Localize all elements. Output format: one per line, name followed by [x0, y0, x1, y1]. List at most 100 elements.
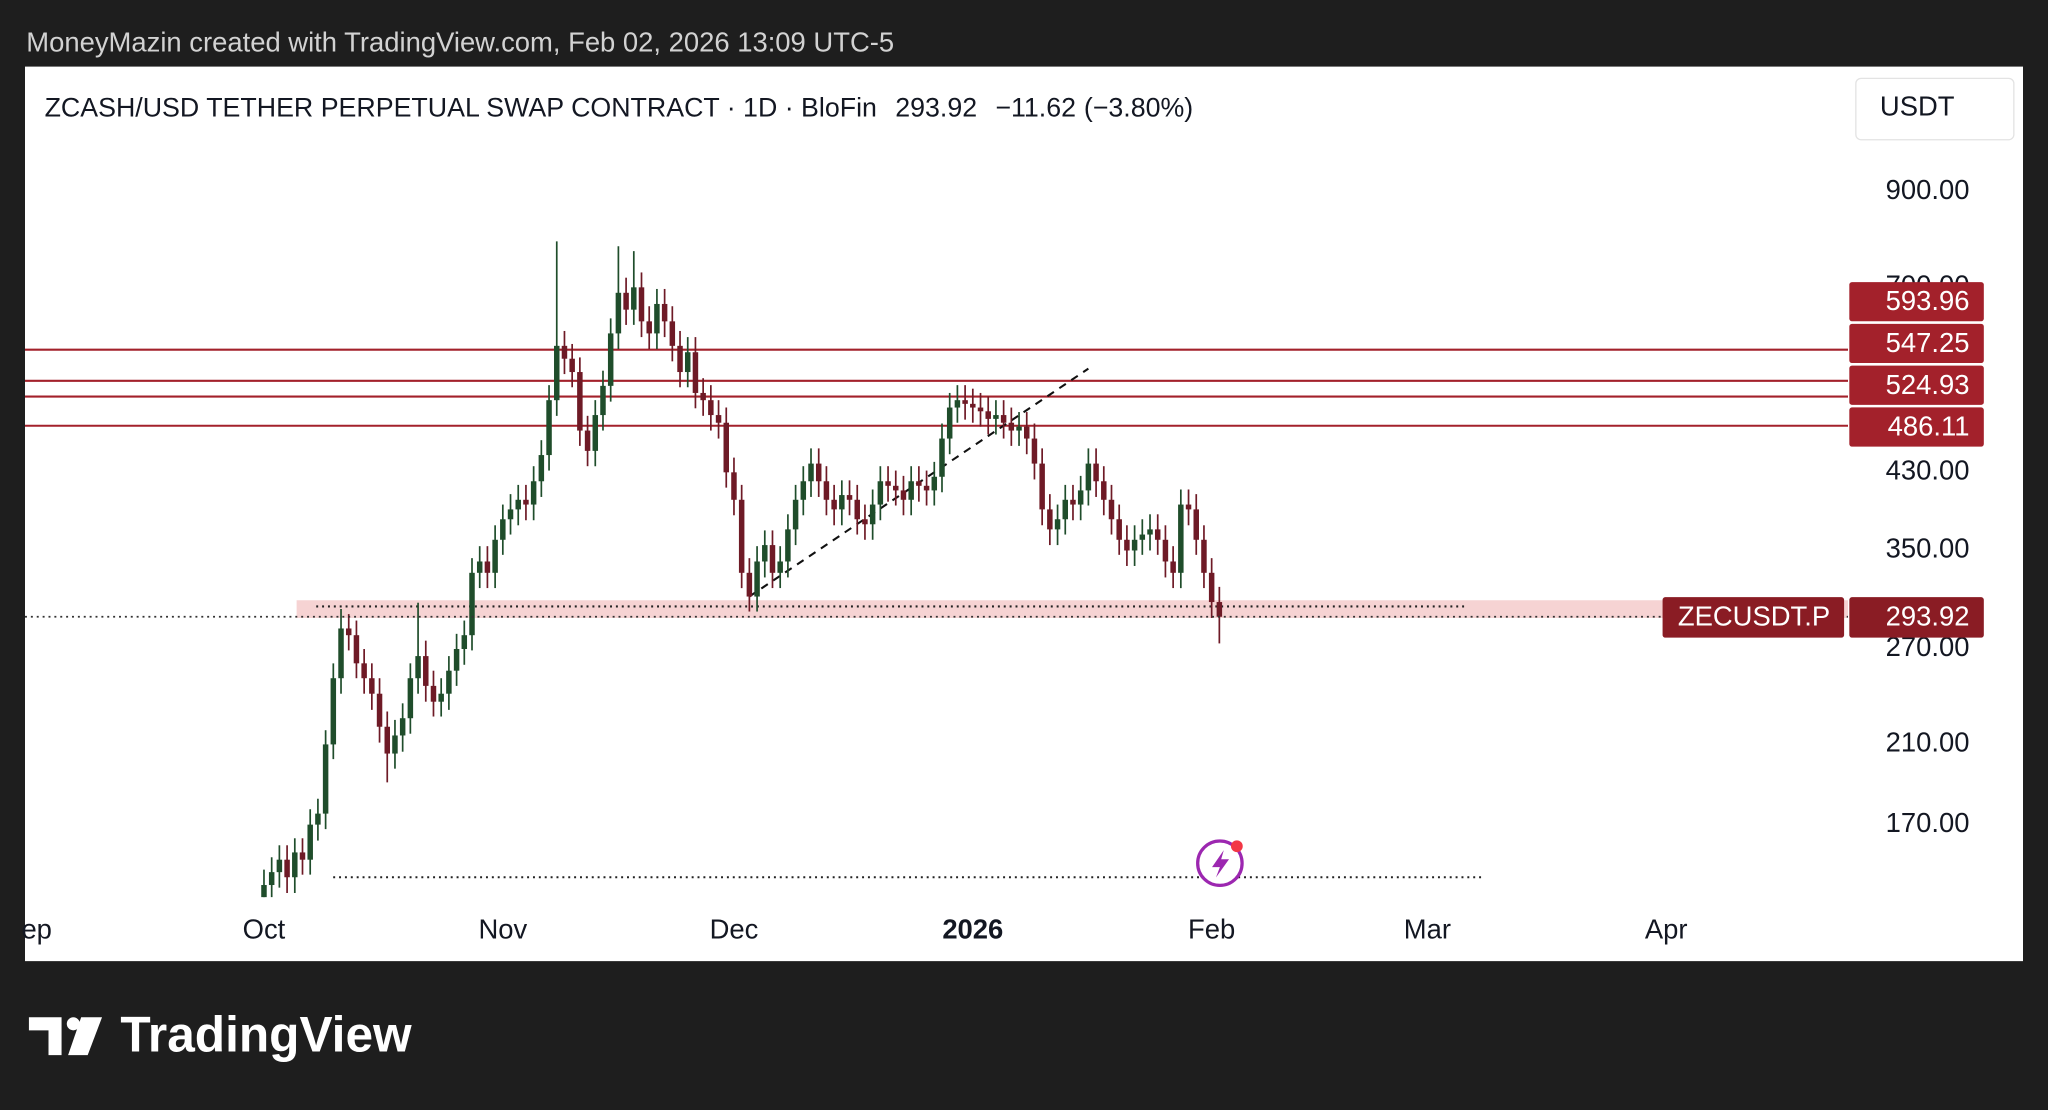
- candle-body: [970, 403, 976, 408]
- x-tick-label: Apr: [1645, 913, 1688, 944]
- candle-body: [1139, 534, 1146, 540]
- price-line-label: 486.11: [1888, 411, 1970, 442]
- candle-body: [1016, 426, 1022, 431]
- x-tick-label: Mar: [1404, 913, 1451, 944]
- candle-body: [600, 385, 606, 416]
- y-tick-label: 900.00: [1886, 174, 1970, 205]
- candle-body: [1077, 490, 1084, 505]
- candle-body: [738, 499, 745, 573]
- candle-body: [946, 407, 953, 439]
- price-axis: 900.00700.00430.00350.00270.00210.00170.…: [1662, 174, 1984, 838]
- candle-body: [530, 481, 537, 505]
- price-line-badge: [1849, 282, 1984, 322]
- candle-body: [330, 678, 337, 745]
- candle-body: [654, 303, 660, 334]
- candle-body: [500, 519, 506, 540]
- candle-body: [1085, 463, 1092, 491]
- candle-body: [623, 292, 629, 310]
- footer-brand: TradingView: [120, 1006, 412, 1062]
- y-tick-label: 350.00: [1886, 533, 1970, 564]
- plot: [24, 241, 1849, 898]
- candle-body: [815, 463, 822, 482]
- x-tick-label: Dec: [710, 913, 759, 944]
- last-price-label: 293.92: [1886, 600, 1970, 631]
- candle-body: [415, 656, 421, 679]
- price-line-label: 524.93: [1886, 369, 1970, 400]
- candle-body: [584, 430, 591, 451]
- candle-body: [507, 509, 514, 520]
- candle-body: [1031, 438, 1038, 464]
- candle-body: [1124, 539, 1130, 551]
- candle-body: [538, 455, 545, 482]
- candle-body: [708, 400, 714, 416]
- currency-button[interactable]: [1855, 77, 2015, 141]
- candle-body: [669, 321, 676, 346]
- x-tick-label: Oct: [243, 913, 286, 944]
- candle-body: [1054, 519, 1061, 530]
- candle-body: [476, 561, 483, 573]
- candle-body: [977, 407, 984, 412]
- candle-body: [939, 438, 945, 477]
- candle-body: [877, 481, 884, 505]
- candle-body: [469, 572, 475, 636]
- candle-body: [839, 495, 845, 510]
- candle-body: [831, 499, 837, 510]
- candle-body: [931, 476, 938, 491]
- candle-body: [638, 287, 645, 322]
- candle-body: [484, 561, 491, 573]
- candle-body: [284, 859, 290, 878]
- candle-body: [292, 852, 298, 878]
- alert-icon[interactable]: [1196, 839, 1244, 888]
- candle-body: [962, 400, 968, 404]
- support-zone: [296, 600, 1849, 618]
- candle-body: [854, 499, 860, 520]
- x-tick-label: 2026: [942, 913, 1003, 944]
- currency[interactable]: USDT: [1880, 91, 1955, 122]
- candle-body: [446, 670, 452, 694]
- candle-body: [1154, 529, 1161, 540]
- x-tick-label: Feb: [1188, 913, 1235, 944]
- candle-body: [661, 303, 668, 322]
- candle-body: [399, 718, 406, 736]
- candle-body: [823, 481, 830, 500]
- candle-body: [769, 545, 776, 573]
- candle-body: [923, 485, 930, 491]
- candle-body: [900, 490, 907, 500]
- candle-body: [1131, 539, 1138, 551]
- candle-body: [345, 628, 352, 636]
- candle-body: [299, 852, 306, 860]
- candle-body: [361, 663, 367, 679]
- candle-body: [1108, 499, 1115, 520]
- y-tick-label: 430.00: [1886, 455, 1970, 486]
- price-line-badge: [1849, 365, 1984, 405]
- candle-body: [268, 872, 275, 886]
- footer-logo: [28, 1017, 103, 1056]
- candle-body: [353, 635, 360, 664]
- y-tick-label: 210.00: [1886, 727, 1970, 758]
- candle-body: [1039, 463, 1045, 510]
- candle-body: [423, 656, 429, 686]
- candle-body: [862, 519, 868, 525]
- candle-body: [1162, 539, 1169, 562]
- candle-body: [1208, 572, 1215, 603]
- candle-body: [954, 400, 961, 408]
- price-line-label: 547.25: [1886, 327, 1970, 358]
- x-tick-label: Nov: [478, 913, 527, 944]
- candle-body: [392, 735, 398, 754]
- candle-body: [916, 481, 922, 486]
- candle-body: [754, 561, 760, 597]
- candle-body: [762, 545, 768, 562]
- candle-body: [777, 561, 783, 573]
- header: MoneyMazin created with TradingView.com,…: [26, 27, 894, 58]
- candle-body: [492, 539, 498, 573]
- candle-body: [1193, 509, 1199, 540]
- candle-body: [1116, 519, 1122, 540]
- candle-body: [554, 345, 560, 401]
- candle-body: [723, 422, 730, 473]
- candle-body: [800, 481, 807, 500]
- candle-body: [1201, 539, 1207, 573]
- candle-body: [846, 495, 853, 500]
- candle-body: [731, 472, 737, 500]
